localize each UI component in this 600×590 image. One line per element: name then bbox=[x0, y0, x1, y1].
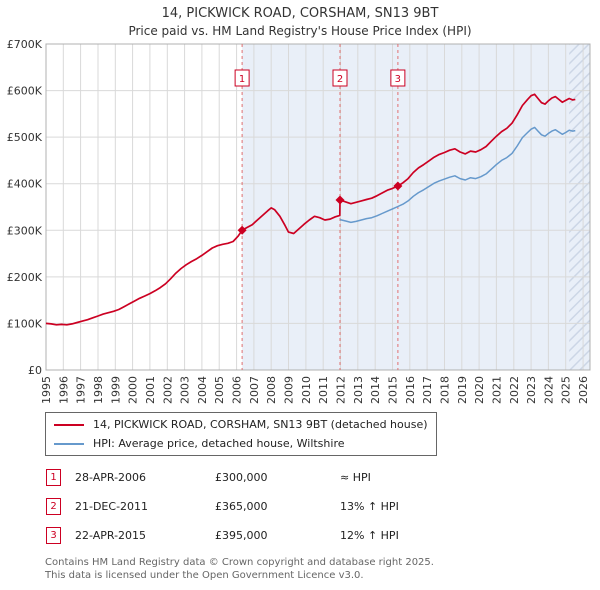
svg-text:2017: 2017 bbox=[421, 376, 434, 404]
legend-item-hpi: HPI: Average price, detached house, Wilt… bbox=[54, 437, 428, 450]
sale-3-hpi-relation: 12% ↑ HPI bbox=[340, 529, 399, 542]
legend-item-property: 14, PICKWICK ROAD, CORSHAM, SN13 9BT (de… bbox=[54, 418, 428, 431]
svg-text:£100K: £100K bbox=[7, 317, 43, 330]
svg-text:1996: 1996 bbox=[57, 376, 70, 404]
footer-line-2: This data is licensed under the Open Gov… bbox=[45, 570, 364, 581]
svg-text:2011: 2011 bbox=[317, 376, 330, 404]
svg-text:1: 1 bbox=[239, 74, 245, 85]
footer-line-1: Contains HM Land Registry data © Crown c… bbox=[45, 557, 434, 568]
svg-text:2: 2 bbox=[337, 74, 343, 85]
svg-text:2004: 2004 bbox=[196, 376, 209, 404]
svg-text:2005: 2005 bbox=[213, 376, 226, 404]
sale-2-price: £365,000 bbox=[215, 500, 268, 513]
svg-text:1998: 1998 bbox=[92, 376, 105, 404]
hpi-line-swatch bbox=[54, 442, 84, 445]
sale-3-date: 22-APR-2015 bbox=[75, 529, 147, 542]
page-title: 14, PICKWICK ROAD, CORSHAM, SN13 9BT bbox=[161, 6, 439, 21]
sale-1-price: £300,000 bbox=[215, 471, 268, 484]
svg-text:£500K: £500K bbox=[7, 131, 43, 144]
svg-text:£0: £0 bbox=[28, 364, 42, 377]
svg-text:2025: 2025 bbox=[560, 376, 573, 404]
sale-point-marker bbox=[237, 225, 247, 235]
svg-text:2014: 2014 bbox=[369, 376, 382, 404]
shaded-ownership-region bbox=[242, 44, 591, 370]
svg-text:£700K: £700K bbox=[7, 38, 43, 51]
svg-text:2006: 2006 bbox=[231, 376, 244, 404]
titles: 14, PICKWICK ROAD, CORSHAM, SN13 9BT Pri… bbox=[0, 0, 600, 38]
legend-label-property: 14, PICKWICK ROAD, CORSHAM, SN13 9BT (de… bbox=[93, 418, 428, 431]
license-footer: Contains HM Land Registry data © Crown c… bbox=[45, 556, 600, 582]
sale-1-hpi-relation: ≈ HPI bbox=[340, 471, 371, 484]
svg-text:2022: 2022 bbox=[508, 376, 521, 404]
svg-text:2020: 2020 bbox=[473, 376, 486, 404]
legend-label-hpi: HPI: Average price, detached house, Wilt… bbox=[93, 437, 345, 450]
page-subtitle: Price paid vs. HM Land Registry's House … bbox=[128, 24, 472, 38]
sale-point-marker bbox=[393, 181, 403, 191]
sale-2-hpi-relation: 13% ↑ HPI bbox=[340, 500, 399, 513]
svg-text:2000: 2000 bbox=[127, 376, 140, 404]
sale-number-flag: 2 bbox=[332, 69, 348, 87]
sale-1-number-badge: 1 bbox=[46, 469, 61, 486]
svg-text:2002: 2002 bbox=[161, 376, 174, 404]
sale-3-price: £395,000 bbox=[215, 529, 268, 542]
legend: 14, PICKWICK ROAD, CORSHAM, SN13 9BT (de… bbox=[45, 412, 437, 456]
series-line-property bbox=[45, 93, 576, 326]
property-line-swatch bbox=[54, 423, 84, 426]
svg-text:£600K: £600K bbox=[7, 85, 43, 98]
svg-text:2008: 2008 bbox=[265, 376, 278, 404]
sale-point-marker bbox=[335, 195, 345, 205]
x-axis-labels: 1995 1996 1997 1998 1999 2000 2001 2002 2003 2004… bbox=[40, 376, 590, 404]
gridlines bbox=[45, 43, 590, 371]
svg-text:1999: 1999 bbox=[109, 376, 122, 404]
table-row: 1 28-APR-2006 £300,000 ≈ HPI bbox=[46, 469, 600, 486]
svg-text:2010: 2010 bbox=[300, 376, 313, 404]
svg-text:£300K: £300K bbox=[7, 224, 43, 237]
svg-text:1995: 1995 bbox=[40, 376, 53, 404]
svg-text:2007: 2007 bbox=[248, 376, 261, 404]
svg-text:3: 3 bbox=[395, 74, 401, 85]
svg-text:2009: 2009 bbox=[283, 376, 296, 404]
svg-text:2021: 2021 bbox=[490, 376, 503, 404]
svg-text:£400K: £400K bbox=[7, 178, 43, 191]
svg-text:2026: 2026 bbox=[577, 376, 590, 404]
svg-text:2015: 2015 bbox=[387, 376, 400, 404]
svg-text:1997: 1997 bbox=[75, 376, 88, 404]
plot-border bbox=[45, 43, 591, 371]
sale-number-flag: 1 bbox=[234, 69, 250, 87]
svg-text:2001: 2001 bbox=[144, 376, 157, 404]
sale-1-date: 28-APR-2006 bbox=[75, 471, 147, 484]
svg-text:2018: 2018 bbox=[439, 376, 452, 404]
sale-2-number-badge: 2 bbox=[46, 498, 61, 515]
svg-text:2013: 2013 bbox=[352, 376, 365, 404]
svg-text:£200K: £200K bbox=[7, 271, 43, 284]
sale-2-date: 21-DEC-2011 bbox=[75, 500, 149, 513]
svg-text:2023: 2023 bbox=[525, 376, 538, 404]
svg-text:2019: 2019 bbox=[456, 376, 469, 404]
table-row: 2 21-DEC-2011 £365,000 13% ↑ HPI bbox=[46, 498, 600, 515]
price-history-chart: 1 2 3 £0 £100K £200K £300K £400K £500K £600K £700K… bbox=[7, 38, 591, 404]
sales-table: 1 28-APR-2006 £300,000 ≈ HPI 2 21-DEC-20… bbox=[46, 469, 600, 544]
svg-text:2016: 2016 bbox=[404, 376, 417, 404]
svg-text:2024: 2024 bbox=[542, 376, 555, 404]
series-line-hpi bbox=[339, 126, 576, 224]
svg-text:2003: 2003 bbox=[179, 376, 192, 404]
sale-number-flag: 3 bbox=[390, 69, 406, 87]
svg-text:2012: 2012 bbox=[335, 376, 348, 404]
sale-3-number-badge: 3 bbox=[46, 527, 61, 544]
table-row: 3 22-APR-2015 £395,000 12% ↑ HPI bbox=[46, 527, 600, 544]
y-axis-labels: £0 £100K £200K £300K £400K £500K £600K £700K bbox=[7, 38, 43, 377]
